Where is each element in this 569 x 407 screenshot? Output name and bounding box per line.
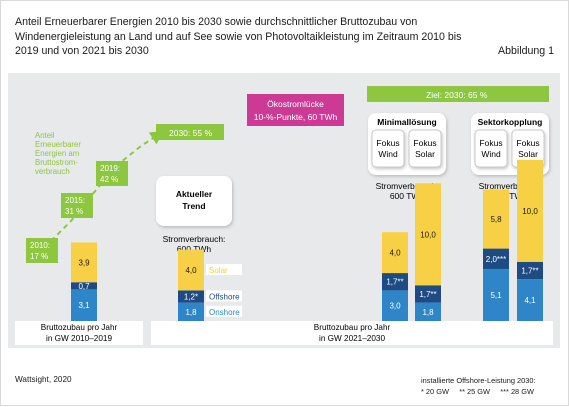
svg-text:Fokus: Fokus <box>516 138 539 148</box>
bar-label-onshore-1: 1,8 <box>185 308 197 317</box>
svg-text:Wind: Wind <box>481 149 501 159</box>
svg-text:Aktueller: Aktueller <box>176 189 213 199</box>
bar-solar-5 <box>517 159 543 262</box>
scenario-aktueller-trend: Aktueller Trend Stromverbrauch: 600 TWh <box>156 176 232 254</box>
svg-text:600 TWh: 600 TWh <box>177 244 212 254</box>
bar-label-solar-0: 3,9 <box>78 258 90 267</box>
svg-text:10-%-Punkte, 60 TWh: 10-%-Punkte, 60 TWh <box>254 112 338 122</box>
bar-label-onshore-4: 5,1 <box>490 291 502 300</box>
svg-text:Bruttozubau pro Jahr: Bruttozubau pro Jahr <box>41 323 118 332</box>
group-label-2021-2030: Bruttozubau pro Jahr in GW 2021–2030 <box>151 321 553 345</box>
bar-label-offshore-4: 2,0*** <box>486 255 506 264</box>
offshore-note: installierte Offshore-Leistung 2030: <box>421 376 536 385</box>
legend-box-solar <box>206 264 242 275</box>
bar-onshore-5 <box>517 279 543 321</box>
svg-text:Trend: Trend <box>182 201 205 211</box>
legend-box-onshore <box>206 305 242 317</box>
bar-offshore-0 <box>71 282 97 290</box>
bar-solar-2 <box>382 232 408 274</box>
share-point-2030: 2030: 55 % <box>156 124 224 140</box>
svg-text:Stromverbrauch:: Stromverbrauch: <box>163 234 226 244</box>
svg-text:in GW 2021–2030: in GW 2021–2030 <box>319 334 385 343</box>
bar-offshore-5 <box>517 261 543 280</box>
svg-text:in GW 2010–2019: in GW 2010–2019 <box>46 334 112 343</box>
svg-text:42 %: 42 % <box>100 175 118 184</box>
share-trend-arrow <box>50 130 165 242</box>
bar-label-onshore-0: 3,1 <box>78 301 90 310</box>
bar-label-solar-3: 10,0 <box>420 230 436 239</box>
svg-text:2030: 55 %: 2030: 55 % <box>169 128 212 138</box>
bar-onshore-4 <box>483 268 509 321</box>
svg-text:31 %: 31 % <box>65 207 83 216</box>
svg-text:Fokus: Fokus <box>413 138 436 148</box>
chart-title: Anteil Erneuerbarer Energien 2010 bis 20… <box>15 16 462 58</box>
bar-onshore-3 <box>415 302 441 321</box>
bar-solar-0 <box>71 242 97 283</box>
share-point-2019: 2019: 42 % <box>96 161 128 186</box>
svg-text:650 TWh: 650 TWh <box>493 191 528 201</box>
bar-onshore-1 <box>178 302 204 321</box>
legend-solar: Solar <box>209 266 228 275</box>
share-point-2015: 2015: 31 % <box>61 193 93 218</box>
bar-label-solar-1: 4,0 <box>185 266 197 275</box>
share-point-2010: 2010: 17 % <box>26 238 58 263</box>
svg-text:Sektorkopplung: Sektorkopplung <box>478 117 543 127</box>
svg-text:Ökostromlücke: Ökostromlücke <box>267 99 324 109</box>
bar-label-offshore-2: 1,7** <box>386 278 403 287</box>
bar-label-onshore-2: 3,0 <box>389 302 401 311</box>
svg-text:17 %: 17 % <box>30 252 48 261</box>
bar-label-onshore-5: 4,1 <box>524 296 536 305</box>
svg-text:Ziel: 2030: 65 %: Ziel: 2030: 65 % <box>426 90 488 100</box>
bar-label-onshore-3: 1,8 <box>422 308 434 317</box>
svg-text:Stromverbrauch:: Stromverbrauch: <box>479 181 542 191</box>
svg-text:2019:: 2019: <box>100 164 120 173</box>
eco-power-gap: Ökostromlücke 10-%-Punkte, 60 TWh <box>247 94 344 126</box>
svg-text:2010:: 2010: <box>30 241 50 250</box>
svg-text:Fokus: Fokus <box>376 138 399 148</box>
svg-text:Wind: Wind <box>378 149 398 159</box>
bar-solar-1 <box>178 249 204 291</box>
bar-label-offshore-0: 0,7 <box>78 282 90 291</box>
svg-text:Fokus: Fokus <box>479 138 502 148</box>
bar-onshore-0 <box>71 289 97 321</box>
svg-text:Solar: Solar <box>415 149 435 159</box>
share-caption: Anteil Erneuerbarer Energien am Bruttost… <box>35 131 83 176</box>
chart-legend: Onshore Offshore Solar <box>206 264 242 317</box>
bar-offshore-2 <box>382 273 408 291</box>
svg-text:Minimallösung: Minimallösung <box>377 117 437 127</box>
bar-label-offshore-3: 1,7** <box>419 290 436 299</box>
bar-label-solar-4: 5,8 <box>490 215 502 224</box>
bar-solar-4 <box>483 189 509 249</box>
group-label-2010-2019: Bruttozubau pro Jahr in GW 2010–2019 <box>15 321 143 345</box>
bar-solar-3 <box>415 183 441 286</box>
bar-onshore-2 <box>382 290 408 321</box>
bar-series: 3,1 0,7 3,9 1,8 1,2* 4,0 3,0 1,7** 4,0 1,8 1,7** 10… <box>71 159 543 321</box>
bar-label-solar-5: 10,0 <box>522 207 538 216</box>
offshore-values: * 20 GW ** 25 GW *** 28 GW <box>421 387 534 396</box>
share-target: Ziel: 2030: 65 % <box>367 86 549 102</box>
bar-offshore-4 <box>483 248 509 269</box>
offshore-footnote: installierte Offshore-Leistung 2030: * 2… <box>421 375 536 397</box>
figure-label: Abbildung 1 <box>498 45 554 57</box>
bar-label-offshore-5: 1,7** <box>521 267 538 276</box>
bar-offshore-1 <box>178 290 204 303</box>
bar-offshore-3 <box>415 285 441 303</box>
source-note: Wattsight, 2020 <box>15 375 72 384</box>
svg-text:600 TWh: 600 TWh <box>390 191 425 201</box>
svg-text:2015:: 2015: <box>65 196 85 205</box>
scenario-sektorkopplung: Sektorkopplung Fokus Wind Fokus Solar St… <box>471 113 549 201</box>
svg-text:Bruttozubau pro Jahr: Bruttozubau pro Jahr <box>314 323 391 332</box>
legend-onshore: Onshore <box>209 308 240 317</box>
bar-label-solar-2: 4,0 <box>389 249 401 258</box>
legend-offshore: Offshore <box>209 293 240 302</box>
bar-label-offshore-1: 1,2* <box>184 293 198 302</box>
scenario-minimalloesung: Minimallösung Fokus Wind Fokus Solar Str… <box>368 113 446 201</box>
svg-text:Solar: Solar <box>518 149 538 159</box>
legend-box-offshore <box>206 290 242 302</box>
svg-text:Stromverbrauch:: Stromverbrauch: <box>376 181 439 191</box>
